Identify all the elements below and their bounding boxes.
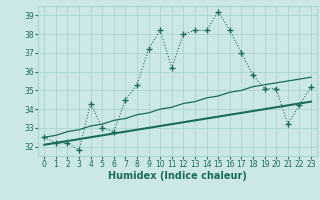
X-axis label: Humidex (Indice chaleur): Humidex (Indice chaleur): [108, 171, 247, 181]
